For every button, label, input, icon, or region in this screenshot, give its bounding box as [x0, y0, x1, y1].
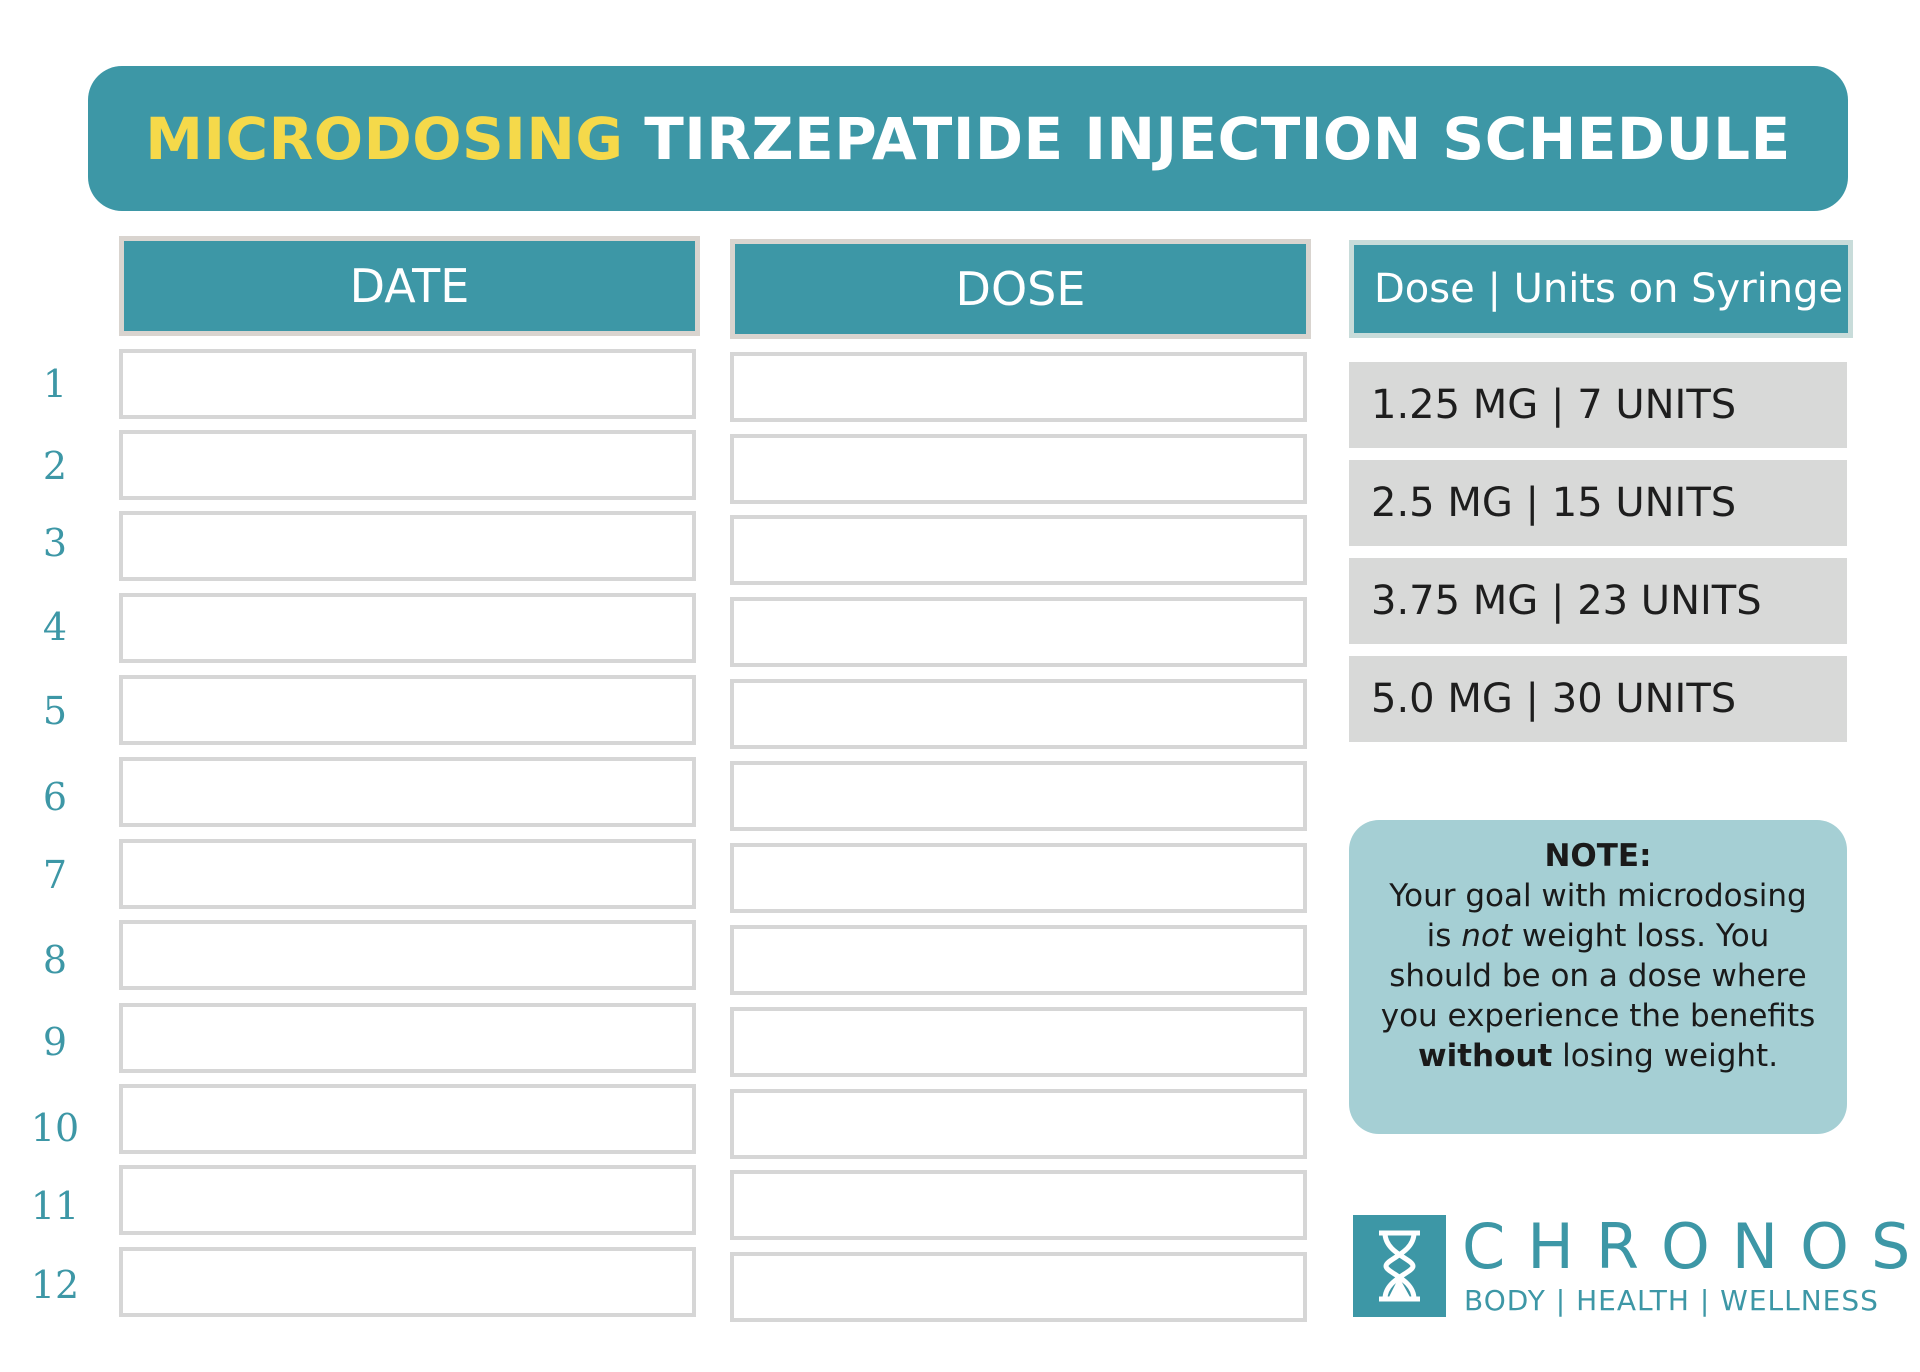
dose-field[interactable]: [730, 679, 1307, 749]
note-text-part3: losing weight.: [1552, 1038, 1779, 1074]
date-field[interactable]: [119, 1084, 696, 1154]
date-field[interactable]: [119, 1165, 696, 1235]
brand-tagline: BODY | HEALTH | WELLNESS: [1464, 1284, 1879, 1317]
date-field[interactable]: [119, 839, 696, 909]
dose-field[interactable]: [730, 925, 1307, 995]
dose-field[interactable]: [730, 434, 1307, 504]
dose-field[interactable]: [730, 1252, 1307, 1322]
dose-column-header: DOSE: [730, 239, 1311, 339]
date-field[interactable]: [119, 593, 696, 663]
row-number: 10: [30, 1106, 80, 1150]
row-number: 2: [42, 444, 68, 488]
row-number: 7: [42, 853, 68, 897]
brand-name: CHRONOS: [1462, 1210, 1920, 1283]
date-field[interactable]: [119, 675, 696, 745]
date-column-header: DATE: [119, 236, 700, 336]
dose-reference-row: 3.75 MG | 23 UNITS: [1349, 558, 1847, 644]
dose-field[interactable]: [730, 1007, 1307, 1077]
date-field[interactable]: [119, 349, 696, 419]
note-text-strong: without: [1417, 1038, 1553, 1074]
row-number: 4: [42, 605, 68, 649]
page-title: MICRODOSING TIRZEPATIDE INJECTION SCHEDU…: [145, 105, 1791, 173]
title-highlight: MICRODOSING: [145, 104, 624, 173]
dose-field[interactable]: [730, 515, 1307, 585]
note-box: NOTE: Your goal with microdosing is not …: [1349, 820, 1847, 1134]
dose-reference-row: 5.0 MG | 30 UNITS: [1349, 656, 1847, 742]
dose-field[interactable]: [730, 352, 1307, 422]
dose-field[interactable]: [730, 597, 1307, 667]
hourglass-icon: [1353, 1215, 1446, 1317]
title-rest: TIRZEPATIDE INJECTION SCHEDULE: [623, 104, 1791, 173]
date-field[interactable]: [119, 511, 696, 581]
note-text-part1: Your goal with microdosing is: [1389, 878, 1807, 954]
reference-column-header: Dose | Units on Syringe: [1349, 240, 1853, 338]
row-number: 12: [30, 1263, 80, 1307]
note-text-part2: weight loss. You should be on a dose whe…: [1380, 918, 1816, 1034]
row-number: 6: [42, 775, 68, 819]
date-field[interactable]: [119, 920, 696, 990]
note-text-emphasis: not: [1461, 918, 1513, 954]
note-text: Your goal with microdosing is not weight…: [1379, 876, 1817, 1076]
dose-field[interactable]: [730, 1089, 1307, 1159]
date-field[interactable]: [119, 1247, 696, 1317]
dose-field[interactable]: [730, 1170, 1307, 1240]
date-field[interactable]: [119, 1003, 696, 1073]
dose-field[interactable]: [730, 761, 1307, 831]
row-number: 3: [42, 521, 68, 565]
row-number: 5: [42, 689, 68, 733]
date-field[interactable]: [119, 430, 696, 500]
row-number: 11: [30, 1184, 80, 1228]
dose-reference-row: 1.25 MG | 7 UNITS: [1349, 362, 1847, 448]
note-title: NOTE:: [1544, 838, 1652, 874]
row-number: 9: [42, 1020, 68, 1064]
row-number: 1: [42, 362, 68, 406]
dose-field[interactable]: [730, 843, 1307, 913]
date-field[interactable]: [119, 757, 696, 827]
dose-reference-row: 2.5 MG | 15 UNITS: [1349, 460, 1847, 546]
row-number: 8: [42, 938, 68, 982]
title-banner: MICRODOSING TIRZEPATIDE INJECTION SCHEDU…: [88, 66, 1848, 211]
